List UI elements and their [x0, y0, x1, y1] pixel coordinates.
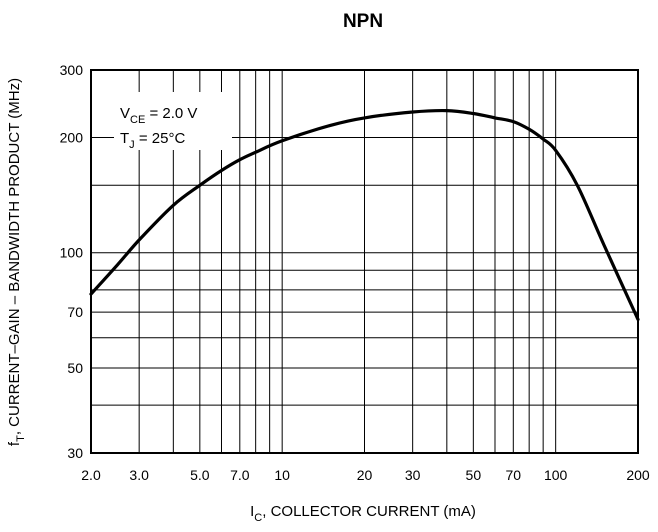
- y-tick-label: 100: [60, 245, 84, 261]
- annotation-background: [114, 92, 232, 150]
- x-tick-label: 100: [544, 467, 568, 483]
- x-tick-labels: 2.0 3.0 5.0 7.0 10 20 30 50 70 100 200: [81, 467, 650, 483]
- chart-title: NPN: [343, 11, 383, 32]
- y-tick-label: 30: [67, 445, 83, 461]
- y-tick-labels: 30 50 70 100 200 300: [60, 62, 84, 461]
- x-tick-label: 200: [626, 467, 650, 483]
- x-tick-label: 50: [466, 467, 482, 483]
- y-tick-label: 50: [67, 360, 83, 376]
- grid: [91, 70, 638, 453]
- x-tick-label: 70: [506, 467, 522, 483]
- x-axis-label: IC, COLLECTOR CURRENT (mA): [250, 503, 476, 524]
- y-axis-label: fT, CURRENT–GAIN – BANDWIDTH PRODUCT (MH…: [6, 78, 27, 446]
- y-tick-label: 300: [60, 62, 84, 78]
- x-tick-label: 10: [274, 467, 290, 483]
- x-tick-label: 30: [405, 467, 421, 483]
- x-tick-label: 2.0: [81, 467, 101, 483]
- x-tick-label: 3.0: [129, 467, 149, 483]
- y-tick-label: 70: [67, 304, 83, 320]
- y-tick-label: 200: [60, 129, 84, 145]
- annotation: VCE = 2.0 V TJ = 25°C: [114, 92, 232, 151]
- annotation-vce: VCE = 2.0 V: [120, 105, 197, 126]
- x-tick-label: 20: [357, 467, 373, 483]
- x-tick-label: 7.0: [230, 467, 250, 483]
- annotation-tj: TJ = 25°C: [120, 130, 185, 151]
- x-tick-label: 5.0: [190, 467, 210, 483]
- series-line: [89, 108, 640, 321]
- plot-frame: [90, 69, 639, 454]
